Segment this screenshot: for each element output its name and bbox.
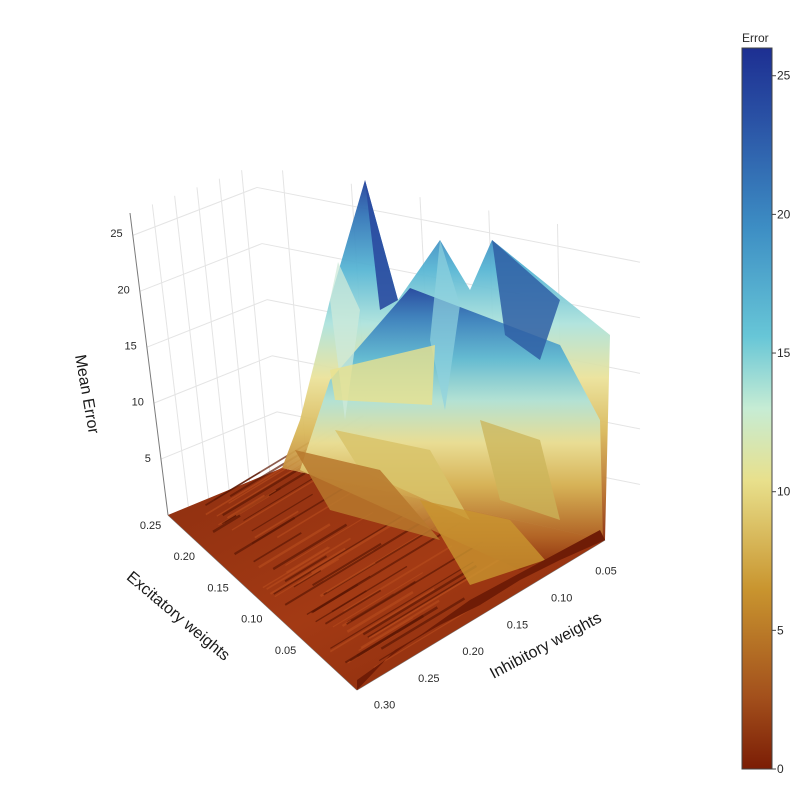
surface-facet-7	[295, 450, 440, 540]
surface-facet-4	[365, 180, 398, 310]
colorbar-tick-label: 15	[777, 346, 791, 360]
colorbar-ticks: 0 5 10 15 20 25	[772, 69, 791, 776]
colorbar: Error 0 5 10 15 20 25	[741, 31, 791, 776]
z-tick-label: 10	[132, 397, 144, 409]
surface-facet-6	[330, 345, 435, 405]
x-tick-label: 0.15	[207, 582, 228, 594]
surface-ridge	[357, 530, 605, 690]
z-axis-ticks: 5 10 15 20 25	[110, 228, 151, 465]
colorbar-tick-label: 20	[777, 207, 791, 221]
y-tick-label: 0.10	[551, 593, 572, 605]
z-tick-label: 15	[125, 340, 137, 352]
y-tick-label: 0.05	[595, 566, 616, 578]
y-tick-label: 0.25	[418, 673, 439, 685]
colorbar-gradient	[741, 47, 773, 770]
z-tick-label: 5	[145, 453, 151, 465]
surface-facet-1	[330, 262, 360, 420]
surface-facet-8	[420, 500, 545, 585]
surface-facet-2	[430, 240, 460, 410]
colorbar-tick-label: 5	[777, 623, 784, 637]
colorbar-tick-label: 25	[777, 69, 791, 83]
z-tick-label: 25	[110, 228, 122, 240]
surface-facet-5	[335, 430, 470, 520]
surface-facet-3	[492, 240, 560, 360]
x-axis-ticks: 0.05 0.10 0.15 0.20 0.25	[140, 520, 296, 657]
x-tick-label: 0.10	[241, 614, 262, 626]
colorbar-tick-label: 0	[777, 762, 784, 776]
x-tick-label: 0.25	[140, 520, 161, 532]
x-tick-label: 0.20	[174, 551, 195, 563]
y-tick-label: 0.20	[462, 646, 483, 658]
x-tick-label: 0.05	[275, 645, 296, 657]
surface-facet-9	[480, 420, 560, 520]
z-axis-title: Mean Error	[71, 353, 102, 435]
colorbar-title: Error	[742, 31, 769, 45]
error-surface	[168, 180, 610, 690]
colorbar-tick-label: 10	[777, 485, 791, 499]
y-tick-label: 0.30	[374, 700, 395, 712]
z-tick-label: 20	[117, 284, 129, 296]
y-tick-label: 0.15	[507, 619, 528, 631]
y-axis-ticks: 0.05 0.10 0.15 0.20 0.25 0.30	[374, 566, 617, 712]
y-axis-title: Inhibitory weights	[487, 610, 604, 683]
